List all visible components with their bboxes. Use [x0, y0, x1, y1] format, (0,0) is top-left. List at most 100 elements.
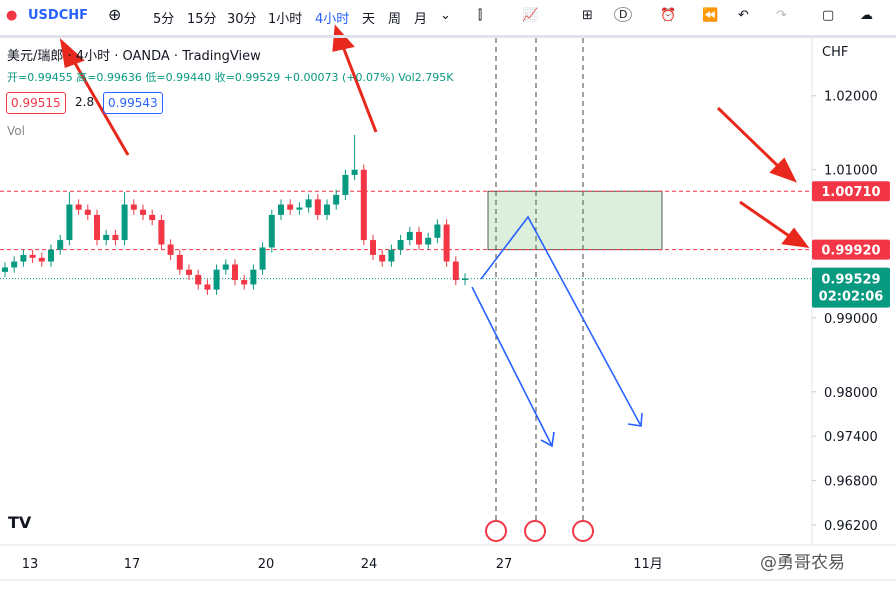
vertical-lines [495, 38, 584, 520]
y-tick-label: 1.02000 [824, 90, 878, 105]
red-arrow [739, 200, 793, 240]
flag-icon [572, 520, 594, 542]
candle-body [268, 214, 275, 248]
candle-body [222, 264, 229, 270]
candle-body [103, 234, 110, 241]
candle-body [176, 254, 183, 270]
cloud[interactable]: ☁ [860, 8, 873, 23]
red-arrow-head [781, 227, 810, 248]
candle-body [121, 204, 128, 241]
legend-title: 美元/瑞郎 · 4小时 · OANDA · TradingView [7, 49, 261, 64]
candle-body [452, 261, 459, 281]
arrow-path [480, 215, 642, 427]
source: TradingView [182, 49, 261, 64]
candle-body [416, 231, 422, 245]
candle-body [186, 269, 192, 275]
indicators[interactable]: 📈 [522, 8, 539, 23]
dropdown[interactable]: ⌄ [440, 8, 451, 23]
candle-body [149, 214, 156, 221]
x-tick-label: 20 [258, 557, 275, 572]
red-arrow [340, 43, 378, 133]
candle-body [57, 240, 64, 250]
blue-arrows [471, 215, 643, 448]
candle-body [370, 240, 376, 255]
candle-body [296, 207, 303, 210]
currency[interactable]: CHF [822, 45, 849, 60]
ohlc-line: 开=0.99455 高=0.99636 低=0.99440 收=0.99529 … [7, 71, 454, 84]
candle-body [241, 280, 248, 285]
red-arrow [70, 57, 130, 156]
bid[interactable]: 0.99515 [6, 92, 66, 114]
y-tick-label: 0.98000 [824, 386, 878, 401]
layout[interactable]: ▢ [822, 8, 835, 23]
volume-label: Vol [7, 124, 25, 138]
candle-body [29, 254, 36, 258]
interval[interactable]: 月 [414, 12, 428, 27]
candle-body [75, 204, 82, 210]
last-price-label: 0.99529 [821, 273, 880, 288]
ask[interactable]: 0.99543 [103, 92, 163, 114]
candle-body [167, 244, 174, 255]
candle-body [112, 234, 119, 241]
candle-body [11, 261, 18, 268]
interval[interactable]: 周 [388, 12, 402, 27]
y-tick-label: 1.01000 [824, 164, 878, 179]
candle-body [94, 214, 100, 241]
tv-logo: TV [8, 513, 32, 532]
flag-icon [524, 520, 546, 542]
replay[interactable]: ⏪ [702, 8, 719, 23]
candle-body [38, 257, 45, 262]
arrow-path [471, 286, 553, 447]
x-tick-label: 11月 [633, 557, 663, 572]
candle-body [84, 209, 91, 215]
candle-body [360, 169, 367, 241]
x-tick-label: 13 [22, 557, 39, 572]
symbol[interactable]: USDCHF [28, 8, 89, 23]
redo[interactable]: ↷ [776, 8, 787, 23]
interval[interactable]: 5分 [153, 12, 175, 27]
countdown: 02:02:06 [819, 290, 884, 305]
candle-body [66, 204, 73, 241]
candle-body [388, 249, 395, 262]
candle-body [379, 254, 386, 262]
layouts[interactable]: ⊞ [582, 8, 593, 23]
arrow-head [540, 431, 555, 448]
add-button[interactable]: ⊕ [108, 5, 122, 24]
interval: 4小时 [75, 49, 111, 64]
last-price-badge [812, 267, 890, 308]
candle-body [232, 264, 238, 281]
interval-active[interactable]: 4小时 [315, 12, 350, 27]
top-toolbar: ● USDCHF ⊕ 5分 15分 30分 1小时 4小时 天 周 月 ⌄ ⫿ … [0, 0, 896, 38]
candle-body [406, 231, 413, 241]
undo[interactable]: ↶ [738, 8, 749, 23]
interval[interactable]: 30分 [227, 12, 257, 27]
price-badge [812, 181, 890, 202]
candle-body [213, 269, 220, 290]
candle-body [342, 174, 349, 195]
flag-icon [485, 520, 507, 542]
interval[interactable]: 15分 [187, 12, 217, 27]
price-badge-label: 0.99920 [821, 244, 880, 259]
candle-body [20, 254, 27, 262]
candle-body [425, 237, 432, 245]
candle-body [314, 199, 321, 215]
x-tick-label: 17 [124, 557, 141, 572]
y-tick-label: 0.99000 [824, 312, 878, 327]
event-flags [485, 520, 594, 542]
candle-body [204, 284, 211, 290]
candle-body [278, 204, 284, 215]
candle-body [259, 247, 266, 270]
red-arrows [59, 24, 810, 248]
alert[interactable]: ⏰ [660, 8, 677, 23]
candle-body [2, 267, 8, 272]
interval[interactable]: 天 [362, 12, 376, 27]
candle-body [130, 204, 137, 210]
data-button[interactable]: D [614, 7, 633, 22]
candle-body [333, 194, 340, 205]
symbol-icon: ● [6, 8, 18, 23]
interval[interactable]: 1小时 [268, 12, 303, 27]
y-tick-label: 0.96800 [824, 475, 878, 490]
watermark: @勇哥农易 [760, 553, 845, 573]
chart-type[interactable]: ⫿ [478, 8, 483, 23]
